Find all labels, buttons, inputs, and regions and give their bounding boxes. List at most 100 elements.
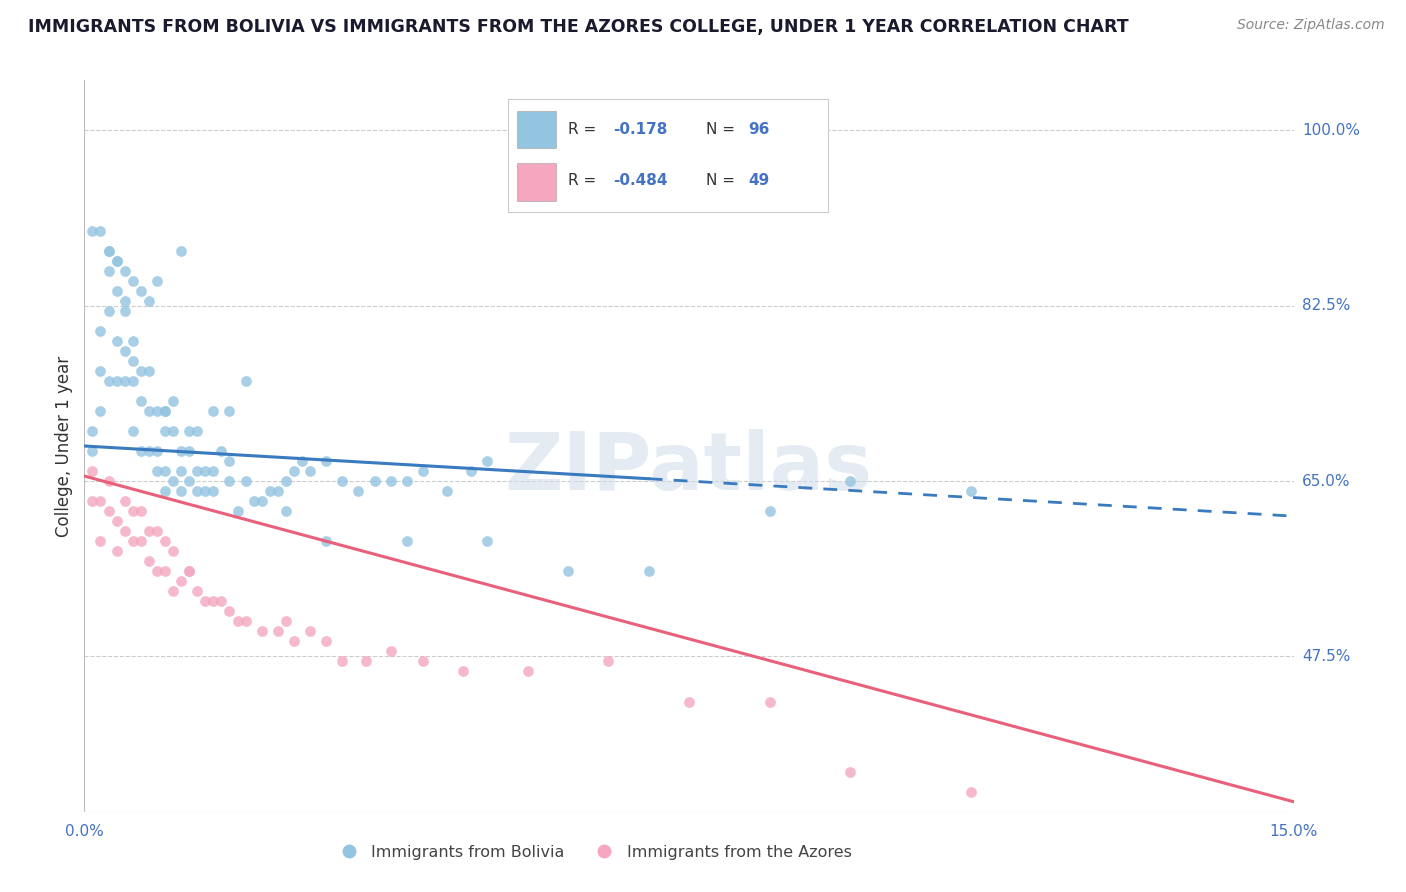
Point [138,364,160,378]
Point [97,244,120,258]
Point [194,464,217,478]
Text: 47.5%: 47.5% [1302,648,1350,664]
Point [138,554,160,568]
Point [89,364,111,378]
Point [138,524,160,538]
Point [315,634,337,648]
Point [146,464,169,478]
Point [347,484,370,499]
Point [380,644,402,658]
Point [162,474,184,488]
Point [363,474,385,488]
Point [451,665,474,679]
Point [89,324,111,338]
Point [315,454,337,468]
Point [202,484,225,499]
Point [436,484,458,499]
Point [516,665,538,679]
Point [129,534,152,549]
Point [960,484,983,499]
Legend: Immigrants from Bolivia, Immigrants from the Azores: Immigrants from Bolivia, Immigrants from… [326,838,858,866]
Point [758,504,780,518]
Text: 82.5%: 82.5% [1302,298,1350,313]
Point [226,504,249,518]
Point [839,474,862,488]
Point [105,514,128,528]
Point [97,474,120,488]
Point [105,374,128,388]
Point [179,564,201,578]
Point [114,293,136,308]
Point [218,454,240,468]
Point [186,484,208,499]
Point [153,484,176,499]
Point [267,484,290,499]
Point [138,444,160,458]
Point [194,594,217,608]
Point [162,424,184,438]
Point [114,343,136,358]
Point [218,474,240,488]
Point [129,504,152,518]
Point [89,404,111,418]
Text: 100.0%: 100.0% [1302,123,1360,138]
Point [186,424,208,438]
Point [170,574,193,589]
Text: 65.0%: 65.0% [1302,474,1350,489]
Point [960,785,983,799]
Point [153,534,176,549]
Point [412,464,434,478]
Point [121,274,143,288]
Point [283,634,305,648]
Point [89,494,111,508]
Point [315,534,337,549]
Point [758,694,780,708]
Point [162,584,184,599]
Point [97,263,120,277]
Point [250,494,273,508]
Point [412,655,434,669]
Point [121,424,143,438]
Point [153,564,176,578]
Point [557,564,579,578]
Point [179,444,201,458]
Point [114,263,136,277]
Point [179,564,201,578]
Point [82,494,104,508]
Point [170,444,193,458]
Text: IMMIGRANTS FROM BOLIVIA VS IMMIGRANTS FROM THE AZORES COLLEGE, UNDER 1 YEAR CORR: IMMIGRANTS FROM BOLIVIA VS IMMIGRANTS FR… [28,18,1129,36]
Point [274,474,297,488]
Point [299,624,322,639]
Point [97,374,120,388]
Point [105,253,128,268]
Point [138,404,160,418]
Point [477,454,499,468]
Point [129,364,152,378]
Point [114,494,136,508]
Point [839,764,862,779]
Y-axis label: College, Under 1 year: College, Under 1 year [55,355,73,537]
Point [170,484,193,499]
Point [153,404,176,418]
Point [105,334,128,348]
Point [299,464,322,478]
Point [146,524,169,538]
Point [598,655,620,669]
Point [82,444,104,458]
Point [194,484,217,499]
Point [235,615,257,629]
Point [267,624,290,639]
Point [82,424,104,438]
Point [637,564,659,578]
Point [395,534,418,549]
Point [121,354,143,368]
Point [226,615,249,629]
Point [170,244,193,258]
Point [82,223,104,237]
Point [121,374,143,388]
Point [153,464,176,478]
Point [235,374,257,388]
Point [242,494,264,508]
Point [291,454,314,468]
Point [186,584,208,599]
